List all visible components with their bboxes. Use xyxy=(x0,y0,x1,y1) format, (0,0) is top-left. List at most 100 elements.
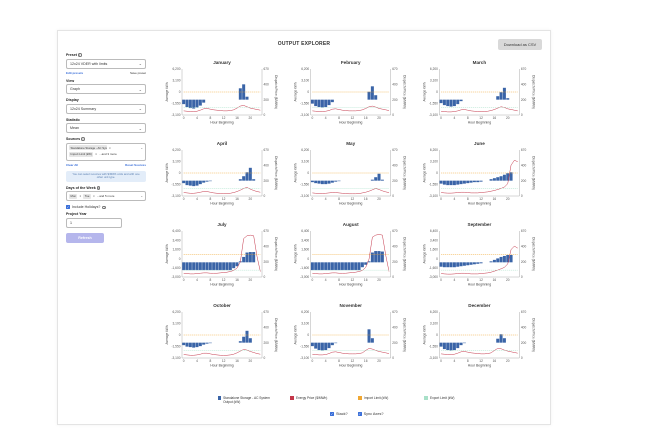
download-csv-button[interactable]: Download as CSV xyxy=(498,39,542,50)
clear-all-link[interactable]: Clear All xyxy=(66,162,79,167)
y-tick-label: 3,100 xyxy=(430,322,438,326)
output-bar xyxy=(459,180,463,185)
refresh-button[interactable]: Refresh xyxy=(66,232,104,243)
output-bar xyxy=(317,342,321,351)
display-select[interactable]: 12x24 Summary ⌄ xyxy=(66,103,146,114)
output-bar xyxy=(479,262,483,264)
sidebar: Preset i 12x24 VDER with limits ⌄ Edit p… xyxy=(66,53,146,243)
output-bar xyxy=(364,262,368,265)
days-multiselect[interactable]: Mon × Tue × ...and 5 more ⌄ xyxy=(66,191,146,202)
output-bar xyxy=(202,262,206,271)
y-tick-label: -1,550 xyxy=(429,183,438,187)
x-tick-label: 0 xyxy=(440,197,442,201)
y-tick-label: 6,400 xyxy=(173,229,181,233)
source-chip[interactable]: Import Limit (kW) xyxy=(69,151,94,157)
output-bar xyxy=(317,99,321,108)
output-bar xyxy=(198,342,202,347)
y-tick-label: -3,100 xyxy=(171,113,180,117)
close-icon[interactable]: × xyxy=(79,194,82,199)
x-tick-label: 4 xyxy=(196,359,198,363)
y-tick-label: -1,550 xyxy=(429,102,438,106)
info-icon[interactable]: i xyxy=(81,137,85,142)
y-tick-label: 0 xyxy=(436,171,438,175)
y-tick-label-right: 0 xyxy=(264,113,266,117)
output-bar xyxy=(456,180,460,185)
y-tick-label-right: 200 xyxy=(521,98,527,102)
y-tick-label-right: 0 xyxy=(264,275,266,279)
view-select[interactable]: Graph ⌄ xyxy=(66,84,146,94)
project-year-input[interactable]: 1 xyxy=(66,217,122,228)
y-tick-label: 1,600 xyxy=(301,248,309,252)
output-bar xyxy=(499,334,503,343)
legend-item[interactable]: Export Limit (kW) xyxy=(424,396,455,401)
y-tick-label: 0 xyxy=(307,257,309,261)
reset-sources-link[interactable]: Reset Sources xyxy=(125,162,146,167)
x-tick-label: 8 xyxy=(209,116,211,120)
sources-chip-row: Import Limit (kW) × ...and 3 more xyxy=(69,151,143,157)
y-tick-label: 6,200 xyxy=(430,310,438,314)
month-chart: August6,4003,4001,6000-1,600-3,000670400… xyxy=(294,222,407,287)
y-tick-label: 6,400 xyxy=(301,229,309,233)
legend-item[interactable]: Standalone Storage - AC System Output (k… xyxy=(218,396,274,404)
y-axis-label-right: Dispatch Price ($/MWh) xyxy=(531,156,535,190)
legend-label: Export Limit (kW) xyxy=(430,396,455,400)
legend-item[interactable]: Energy Price ($/MWh) xyxy=(290,396,327,401)
info-icon[interactable]: i xyxy=(102,205,106,210)
day-chip[interactable]: Tue xyxy=(83,193,91,199)
x-tick-label: 8 xyxy=(209,197,211,201)
y-tick-label: 0 xyxy=(436,90,438,94)
output-bar xyxy=(205,262,209,271)
output-bar xyxy=(182,342,186,346)
sync-axes-checkbox[interactable]: ✓ xyxy=(357,412,362,416)
x-tick-label: 12 xyxy=(351,278,355,282)
output-bar xyxy=(215,262,219,271)
price-line xyxy=(312,348,390,356)
info-icon[interactable]: i xyxy=(78,53,82,58)
output-explorer-panel: OUTPUT EXPLORER Download as CSV Preset i… xyxy=(57,30,551,425)
preset-select[interactable]: 12x24 VDER with limits ⌄ xyxy=(66,58,146,69)
output-bar xyxy=(314,99,318,107)
holidays-checkbox[interactable]: ✓ xyxy=(66,205,70,210)
month-chart: September 6,400 3,400 1,600 0 -1,600 -3,000 670… xyxy=(422,222,535,287)
save-preset-link[interactable]: Save preset xyxy=(129,70,146,75)
output-bar xyxy=(472,180,476,183)
output-bar xyxy=(314,342,318,349)
close-icon[interactable]: × xyxy=(92,194,95,199)
y-tick-label-right: 670 xyxy=(392,148,398,152)
output-bar xyxy=(462,262,466,266)
day-chip[interactable]: Mon xyxy=(69,193,78,199)
output-bar xyxy=(198,180,202,185)
output-bar xyxy=(252,179,256,181)
sources-label: Sources i xyxy=(66,137,146,141)
output-bar xyxy=(370,179,374,181)
sources-more: ...and 3 more xyxy=(99,152,117,156)
output-bar xyxy=(499,256,503,263)
edit-presets-link[interactable]: Edit presets xyxy=(66,70,84,75)
chart-title: May xyxy=(346,141,355,146)
sources-multiselect[interactable]: Standalone Storage - AC System... × ⌄ Im… xyxy=(66,142,146,161)
info-icon[interactable]: i xyxy=(96,186,101,191)
x-tick-label: 16 xyxy=(235,197,239,201)
display-label: Display xyxy=(66,98,79,102)
days-more: ...and 5 more xyxy=(96,194,115,199)
output-bar xyxy=(370,86,374,100)
output-bar xyxy=(446,99,450,107)
y-tick-label-right: 0 xyxy=(521,356,523,360)
close-icon[interactable]: × xyxy=(109,145,111,150)
y-tick-label: -3,000 xyxy=(429,275,438,279)
output-bar xyxy=(502,255,506,263)
source-chip[interactable]: Standalone Storage - AC System... xyxy=(69,145,107,150)
price-line xyxy=(312,234,390,275)
close-icon[interactable]: × xyxy=(95,152,98,156)
statistic-select[interactable]: Mean ⌄ xyxy=(66,123,146,133)
y-tick-label-right: 670 xyxy=(264,67,270,71)
legend-item[interactable]: Import Limit (kW) xyxy=(358,396,388,401)
y-tick-label-right: 400 xyxy=(521,164,527,168)
output-bar xyxy=(442,342,446,350)
legend-swatch xyxy=(424,396,428,401)
preset-actions: Edit presets Save preset xyxy=(66,71,146,75)
stack-checkbox[interactable]: ✓ xyxy=(330,412,334,416)
y-tick-label: -3,100 xyxy=(429,194,438,198)
x-tick-label: 8 xyxy=(209,278,211,282)
x-axis-label: Hour Beginning xyxy=(468,283,491,287)
